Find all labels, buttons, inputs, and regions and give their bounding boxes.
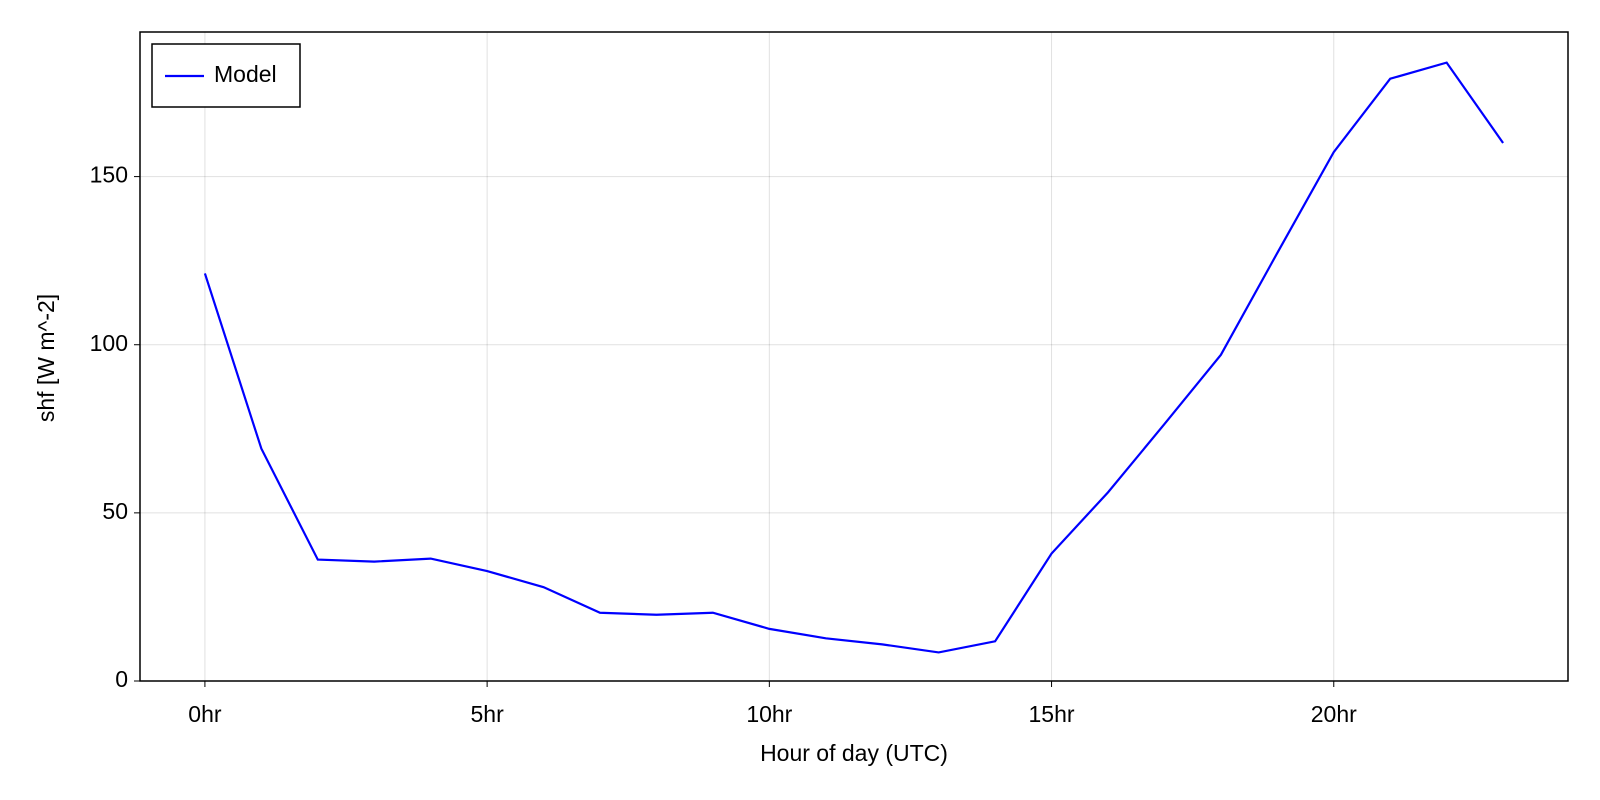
- legend-label: Model: [214, 61, 277, 87]
- x-tick-label: 0hr: [188, 701, 222, 727]
- x-tick-label: 15hr: [1029, 701, 1075, 727]
- y-tick-label: 0: [115, 666, 128, 692]
- legend-box: [151, 43, 301, 108]
- x-tick-label: 5hr: [470, 701, 504, 727]
- data-line: [203, 61, 1504, 654]
- x-tick-label: 20hr: [1311, 701, 1357, 727]
- y-tick-label: 150: [90, 162, 128, 188]
- y-tick-label: 100: [90, 330, 128, 356]
- plot-frame: [139, 31, 1569, 682]
- y-axis-label: shf [W m^-2]: [33, 294, 59, 422]
- x-axis-label: Hour of day (UTC): [760, 740, 948, 766]
- x-tick-label: 10hr: [746, 701, 792, 727]
- y-tick-label: 50: [102, 498, 128, 524]
